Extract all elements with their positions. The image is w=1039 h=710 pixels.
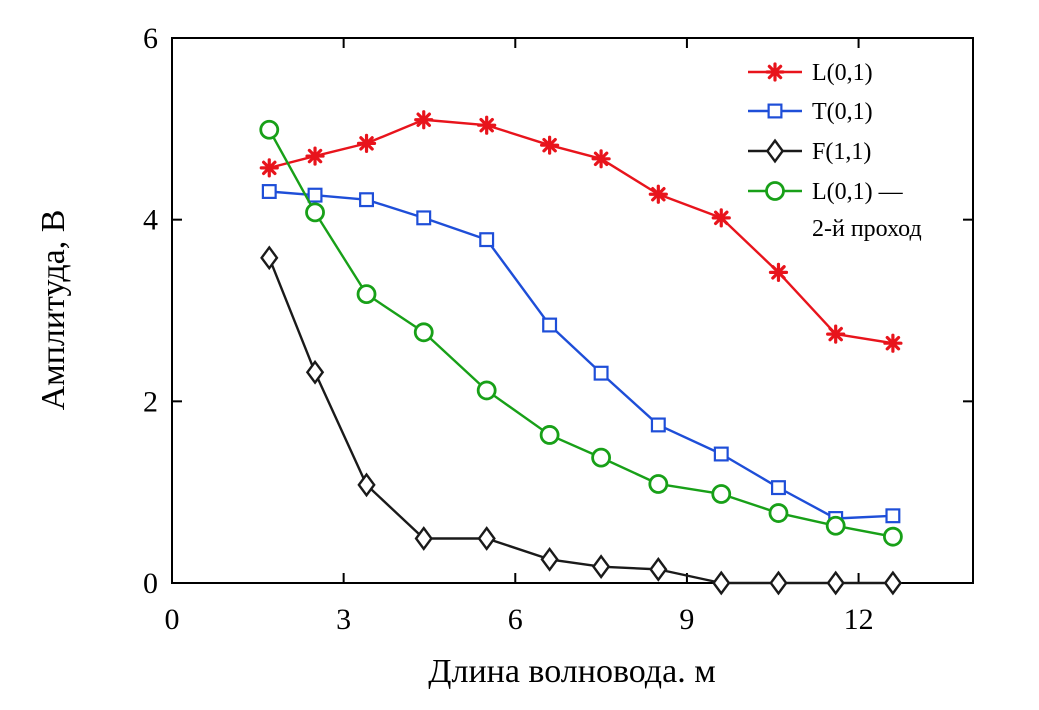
x-tick-label: 12 bbox=[844, 603, 874, 636]
series-3 bbox=[260, 245, 903, 596]
data-point bbox=[413, 322, 434, 343]
data-point bbox=[479, 232, 495, 248]
data-point bbox=[591, 149, 611, 169]
legend-label: T(0,1) bbox=[812, 99, 873, 125]
data-point bbox=[305, 146, 325, 166]
data-point bbox=[591, 554, 611, 580]
data-point bbox=[416, 210, 432, 226]
data-point bbox=[648, 184, 668, 204]
data-point bbox=[539, 425, 560, 445]
data-point bbox=[825, 515, 846, 536]
series-4 bbox=[259, 119, 903, 547]
x-tick-label: 6 bbox=[508, 603, 523, 636]
data-point bbox=[540, 135, 560, 155]
legend-label: L(0,1) bbox=[812, 60, 873, 86]
legend-label: F(1,1) bbox=[812, 139, 871, 165]
data-point bbox=[769, 570, 788, 596]
data-point bbox=[356, 133, 377, 153]
x-tick-label: 9 bbox=[679, 603, 694, 636]
plot-frame bbox=[171, 37, 974, 584]
legend-marker bbox=[765, 62, 785, 82]
data-point bbox=[883, 333, 903, 353]
x-axis-label: Длина волновода. м bbox=[428, 653, 715, 690]
data-point bbox=[259, 119, 280, 140]
data-point bbox=[826, 570, 845, 596]
data-point bbox=[711, 484, 732, 504]
data-point bbox=[713, 446, 729, 462]
data-point bbox=[261, 184, 277, 199]
data-point bbox=[768, 503, 789, 523]
data-point bbox=[359, 192, 375, 208]
data-point bbox=[356, 284, 377, 305]
data-point bbox=[477, 526, 496, 551]
y-tick-label: 4 bbox=[143, 204, 158, 237]
y-tick-label: 0 bbox=[143, 567, 158, 600]
x-tick-label: 0 bbox=[165, 603, 180, 636]
data-point bbox=[650, 417, 666, 433]
data-point bbox=[414, 526, 433, 551]
series-line bbox=[268, 257, 893, 585]
data-point bbox=[357, 472, 376, 498]
legend-label: L(0,1) — bbox=[812, 179, 904, 205]
legend-label-line2: 2-й проход bbox=[812, 216, 922, 242]
data-point bbox=[540, 547, 559, 572]
legend-marker bbox=[765, 138, 785, 164]
legend-marker bbox=[767, 103, 783, 119]
x-tick-label: 3 bbox=[336, 603, 351, 636]
data-point bbox=[883, 570, 903, 596]
data-point bbox=[591, 447, 612, 468]
legend: L(0,1) T(0,1) F(1,1) L(0,1) — 2-й проход bbox=[748, 60, 922, 242]
data-point bbox=[260, 245, 279, 271]
legend-marker bbox=[765, 181, 785, 201]
data-point bbox=[476, 380, 497, 401]
data-point bbox=[712, 570, 731, 596]
data-point bbox=[885, 508, 901, 524]
data-point bbox=[477, 115, 497, 135]
y-axis-label: Амплитуда, В bbox=[35, 210, 72, 411]
data-point bbox=[883, 526, 903, 547]
data-point bbox=[542, 317, 558, 333]
series-1 bbox=[259, 110, 903, 353]
data-point bbox=[648, 474, 669, 494]
data-point bbox=[414, 110, 434, 130]
data-point bbox=[307, 187, 323, 203]
series-line bbox=[268, 118, 894, 345]
series-2 bbox=[261, 184, 901, 526]
y-tick-label: 6 bbox=[143, 22, 158, 55]
data-point bbox=[768, 262, 789, 282]
data-point bbox=[305, 202, 325, 223]
series-line bbox=[269, 190, 893, 520]
data-point bbox=[305, 359, 325, 385]
data-point bbox=[259, 158, 279, 178]
data-point bbox=[593, 365, 609, 381]
y-tick-label: 2 bbox=[143, 385, 158, 418]
data-point bbox=[711, 208, 731, 228]
data-point bbox=[649, 557, 668, 582]
data-point bbox=[770, 480, 786, 496]
data-point bbox=[826, 324, 846, 344]
